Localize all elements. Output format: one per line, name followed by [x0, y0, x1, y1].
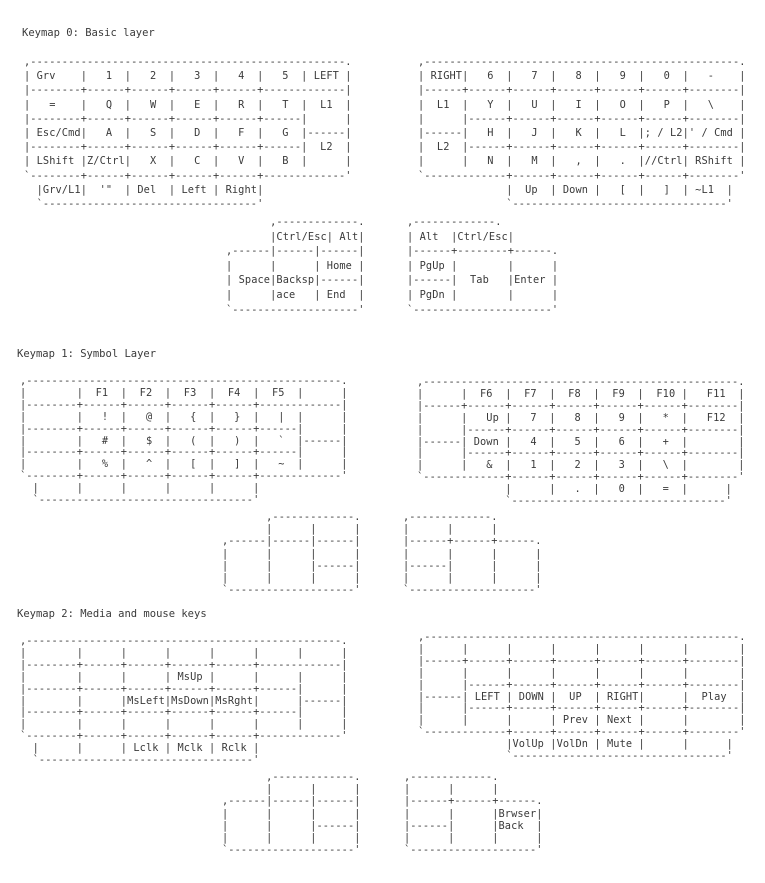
- keymap-0-title: Keymap 0: Basic layer: [22, 27, 155, 39]
- keymap-1-title: Keymap 1: Symbol Layer: [17, 348, 157, 360]
- keymap-0-left-hand: ,---------------------------------------…: [24, 56, 352, 211]
- keymap-1-left-thumb: ,-------------. | | | ,------|------|---…: [222, 511, 361, 597]
- keymap-2-right-hand: ,---------------------------------------…: [418, 631, 746, 763]
- keymap-2-right-thumb: ,-------------. | | | |------+------+---…: [404, 771, 543, 857]
- keymap-0-left-thumb: ,-------------. |Ctrl/Esc| Alt| ,------|…: [226, 216, 365, 316]
- keymap-0-right-thumb: ,-------------. | Alt |Ctrl/Esc| |------…: [407, 216, 559, 316]
- keymap-2-left-thumb: ,-------------. | | | ,------|------|---…: [222, 771, 361, 857]
- keymap-1-right-hand: ,---------------------------------------…: [417, 376, 745, 508]
- keymap-1-right-thumb: ,-------------. | | | |------+------+---…: [403, 511, 542, 597]
- keymap-0-right-hand: ,---------------------------------------…: [418, 56, 746, 211]
- keymap-1-left-hand: ,---------------------------------------…: [20, 375, 348, 507]
- keymap-2-title: Keymap 2: Media and mouse keys: [17, 608, 207, 620]
- keymap-2-left-hand: ,---------------------------------------…: [20, 635, 348, 767]
